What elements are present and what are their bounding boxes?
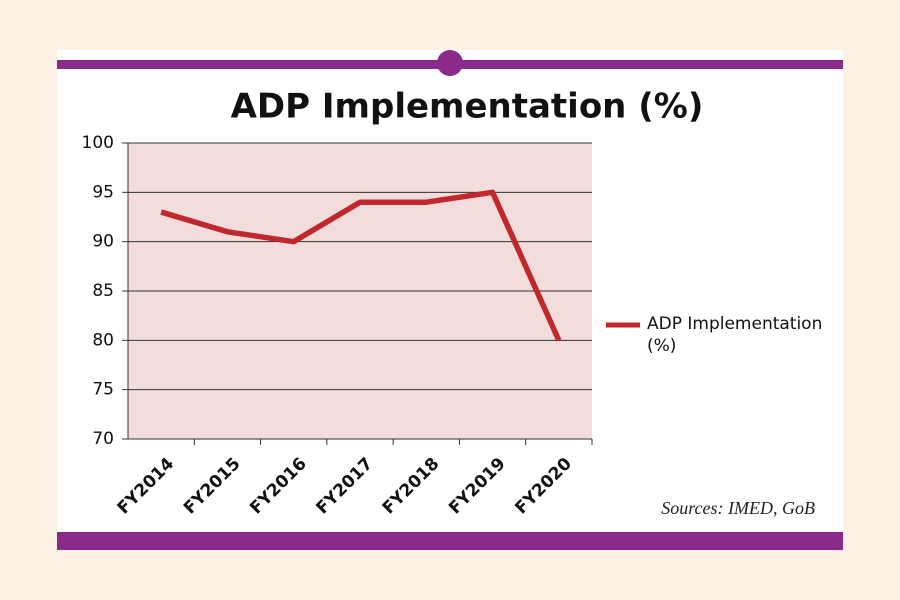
y-tick-label: 70: [92, 429, 114, 449]
y-tick-label: 95: [92, 182, 114, 202]
y-tick-label: 100: [82, 133, 114, 153]
x-tick-label: FY2019: [445, 454, 510, 519]
x-tick-label: FY2016: [246, 454, 311, 519]
source-note: Sources: IMED, GoB: [661, 498, 815, 518]
top-dot: [437, 50, 463, 76]
x-tick-label: FY2017: [313, 454, 378, 519]
x-tick-label: FY2015: [180, 454, 245, 519]
x-tick-label: FY2020: [511, 454, 576, 519]
y-tick-label: 80: [92, 330, 114, 350]
x-tick-label: FY2014: [114, 454, 179, 519]
legend-label: ADP Implementation (%): [647, 314, 823, 356]
y-tick-label: 75: [92, 380, 114, 400]
x-tick-label: FY2018: [379, 454, 444, 519]
y-tick-label: 85: [92, 281, 114, 301]
data-line: [160, 189, 562, 342]
y-tick-label: 90: [92, 232, 114, 252]
chart-title: ADP Implementation (%): [231, 87, 704, 127]
bottom-band: [57, 532, 843, 550]
